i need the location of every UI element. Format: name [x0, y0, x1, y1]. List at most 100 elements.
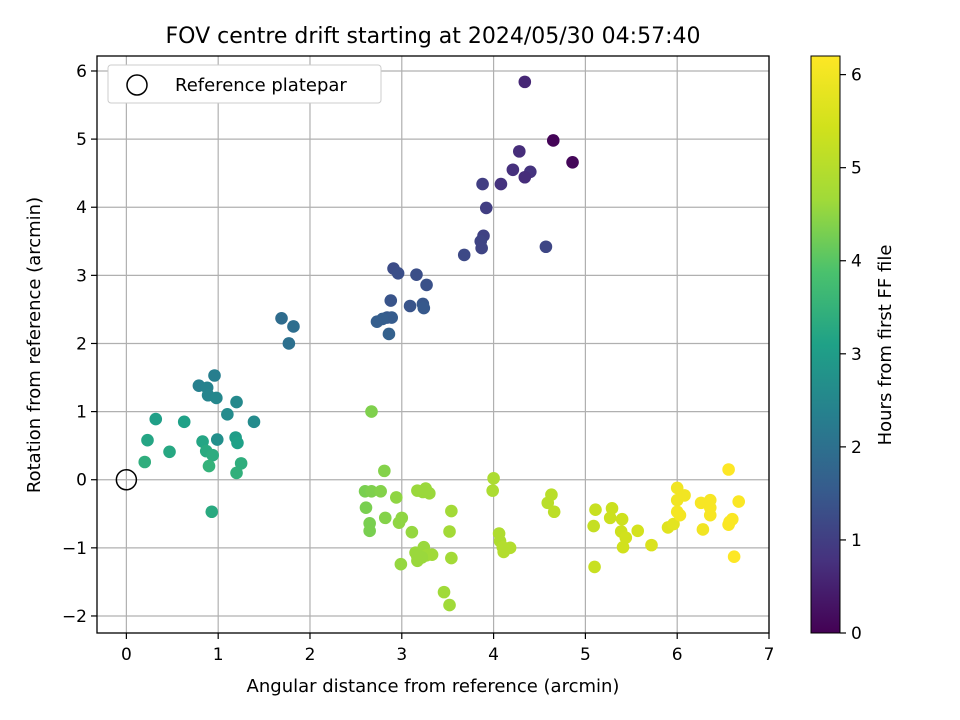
legend-marker-reference [126, 74, 148, 96]
data-point [378, 464, 391, 478]
data-point [667, 517, 680, 531]
data-point [518, 170, 532, 184]
data-point [420, 278, 433, 292]
chart-title: FOV centre drift starting at 2024/05/30 … [166, 24, 701, 49]
x-tick-label: 2 [305, 645, 316, 665]
data-point [616, 540, 630, 554]
y-axis-ticks: −2 −1 0 1 2 3 4 5 6 [62, 62, 97, 627]
data-point [497, 545, 510, 559]
data-point [722, 463, 735, 476]
data-point [539, 240, 553, 254]
colorbar-tick-label: 4 [851, 252, 862, 272]
data-point [605, 502, 619, 515]
data-point [410, 268, 423, 281]
data-point [403, 299, 417, 313]
y-tick-label: 2 [76, 334, 87, 354]
x-tick-label: 3 [396, 645, 407, 665]
legend: Reference platepar [107, 64, 382, 104]
data-point [631, 524, 645, 538]
data-point [487, 472, 500, 485]
data-point [359, 501, 373, 514]
data-point [546, 134, 560, 147]
data-point [443, 598, 456, 612]
data-point [443, 525, 456, 538]
data-point [196, 435, 209, 448]
legend-box [107, 64, 382, 104]
data-point [566, 155, 579, 169]
data-point [138, 455, 152, 469]
x-axis-ticks: 0 1 2 3 4 5 6 7 [121, 633, 774, 665]
colorbar-ticks: 0 1 2 3 4 5 6 [840, 66, 862, 644]
data-point [382, 327, 396, 341]
data-point [437, 585, 451, 599]
data-point [727, 550, 741, 564]
data-point [210, 391, 223, 405]
data-point [163, 445, 176, 459]
data-point [374, 485, 387, 498]
data-point [370, 315, 384, 328]
data-point [275, 311, 288, 325]
data-point [392, 516, 406, 529]
data-point [645, 538, 658, 552]
data-point [678, 489, 691, 502]
data-point [411, 554, 424, 568]
y-tick-label: 1 [76, 403, 87, 423]
data-point [365, 485, 378, 498]
colorbar [810, 55, 841, 634]
data-point [205, 505, 219, 519]
data-point [619, 531, 633, 544]
data-point [425, 548, 439, 561]
data-point [587, 519, 600, 533]
data-point [703, 508, 717, 522]
data-point [588, 560, 601, 574]
grid-lines [97, 56, 770, 633]
x-tick-label: 4 [488, 645, 499, 665]
colorbar-tick-label: 5 [851, 159, 862, 179]
y-axis-label: Rotation from reference (arcmin) [24, 197, 45, 493]
x-axis-label: Angular distance from reference (arcmin) [247, 676, 620, 697]
data-point [486, 484, 499, 497]
legend-label-reference: Reference platepar [175, 75, 347, 96]
y-tick-label: 0 [76, 471, 87, 491]
data-point [547, 505, 561, 519]
data-point [475, 241, 488, 255]
data-point [476, 177, 489, 191]
data-point [445, 504, 458, 518]
colorbar-tick-label: 3 [851, 345, 862, 365]
data-point [445, 551, 458, 565]
data-point [673, 508, 687, 522]
colorbar-tick-label: 2 [851, 438, 862, 458]
colorbar-label: Hours from first FF file [875, 245, 896, 446]
data-point [206, 448, 219, 462]
data-point [141, 433, 154, 447]
data-point [417, 301, 431, 315]
data-point [732, 495, 746, 508]
data-point [149, 412, 163, 426]
data-point [208, 369, 221, 382]
data-point [603, 511, 617, 525]
data-point [247, 415, 261, 429]
data-point [231, 436, 244, 450]
data-point [722, 518, 735, 531]
data-point [221, 408, 234, 421]
data-point [210, 433, 224, 446]
colorbar-tick-label: 1 [851, 531, 862, 551]
data-point [457, 248, 471, 262]
data-point [391, 267, 405, 280]
data-point [363, 524, 376, 538]
data-point [615, 512, 629, 526]
reference-point [115, 468, 138, 491]
reference-marker [115, 468, 138, 491]
y-tick-label: 4 [76, 198, 87, 218]
y-tick-label: 3 [76, 266, 87, 286]
data-point [589, 503, 602, 516]
data-point [506, 163, 520, 177]
data-point [394, 557, 408, 571]
x-tick-label: 0 [121, 645, 132, 665]
data-point [287, 320, 300, 333]
x-tick-label: 5 [580, 645, 591, 665]
colorbar-tick-label: 0 [851, 624, 862, 644]
data-point [230, 395, 243, 409]
data-point [541, 496, 555, 510]
